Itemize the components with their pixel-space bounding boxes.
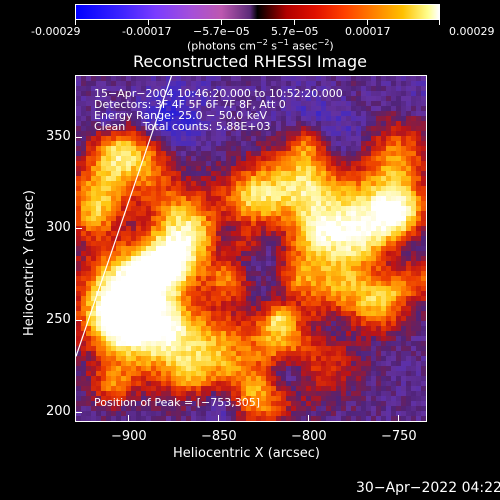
colorbar-tick bbox=[294, 20, 295, 25]
y-tick bbox=[75, 137, 82, 138]
colorbar-label: 0.00017 bbox=[345, 25, 391, 38]
y-tick-label: 300 bbox=[46, 220, 71, 235]
image-plot-area bbox=[75, 75, 427, 422]
y-tick-label: 200 bbox=[46, 404, 71, 419]
colorbar-tick bbox=[148, 20, 149, 25]
plot-timestamp: 30−Apr−2022 04:22 bbox=[356, 480, 500, 496]
x-axis-title: Heliocentric X (arcsec) bbox=[173, 446, 320, 461]
annotation-peak-position: Position of Peak = [−753,305] bbox=[94, 396, 261, 409]
colorbar-tick bbox=[439, 20, 440, 25]
y-tick-label: 250 bbox=[46, 312, 71, 327]
x-tick bbox=[398, 415, 399, 422]
colorbar bbox=[75, 4, 440, 20]
y-axis-title: Heliocentric Y (arcsec) bbox=[22, 190, 37, 336]
annotation-detectors: Detectors: 3F 4F 5F 6F 7F 8F, Att 0 bbox=[94, 98, 286, 111]
x-tick-label: −850 bbox=[201, 429, 237, 444]
colorbar-units: (photons cm−2 s−1 asec−2) bbox=[187, 38, 334, 53]
annotation-time-range: 15−Apr−2004 10:46:20.000 to 10:52:20.000 bbox=[94, 87, 343, 100]
x-tick-label: −750 bbox=[381, 429, 417, 444]
x-tick bbox=[218, 415, 219, 422]
colorbar-tick bbox=[221, 20, 222, 25]
x-tick-label: −800 bbox=[291, 429, 327, 444]
plot-title: Reconstructed RHESSI Image bbox=[133, 52, 367, 71]
y-tick-label: 350 bbox=[46, 129, 71, 144]
annotation-energy-range: Energy Range: 25.0 − 50.0 keV bbox=[94, 109, 268, 122]
y-tick bbox=[75, 320, 82, 321]
colorbar-label: -0.00029 bbox=[31, 25, 81, 38]
x-tick bbox=[308, 415, 309, 422]
x-tick-label: −900 bbox=[111, 429, 147, 444]
colorbar-label: 5.7e−05 bbox=[271, 25, 319, 38]
y-tick bbox=[75, 228, 82, 229]
annotation-total-counts: Clean Total counts: 5.88E+03 bbox=[94, 120, 271, 133]
colorbar-tick bbox=[367, 20, 368, 25]
colorbar-tick bbox=[75, 20, 76, 25]
colorbar-label: -0.00017 bbox=[122, 25, 172, 38]
x-tick bbox=[128, 415, 129, 422]
heatmap-image bbox=[76, 76, 426, 421]
solar-limb-line bbox=[76, 76, 173, 357]
colorbar-label: 0.00029 bbox=[449, 25, 495, 38]
colorbar-label: −5.7e−05 bbox=[193, 25, 250, 38]
y-tick bbox=[75, 412, 82, 413]
